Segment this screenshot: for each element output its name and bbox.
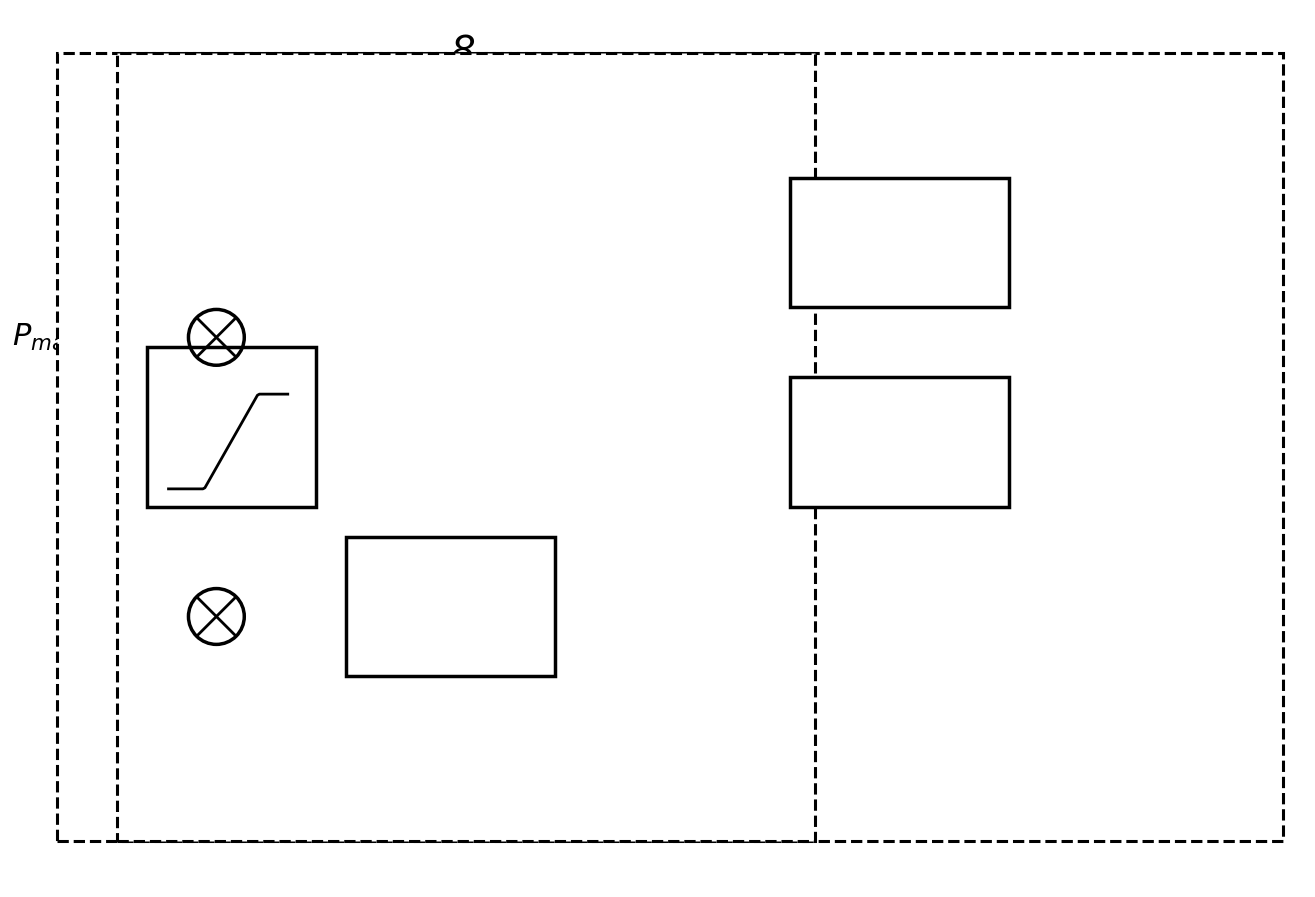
Text: $P_c$: $P_c$: [698, 426, 730, 457]
Text: $P_{max}$: $P_{max}$: [12, 322, 79, 353]
Text: $e$: $e$: [263, 629, 280, 652]
Text: $\Delta P$: $\Delta P$: [217, 124, 259, 152]
Text: −: −: [168, 639, 187, 658]
Text: 8A: 8A: [391, 509, 439, 544]
Text: 8: 8: [451, 34, 476, 73]
Text: 1A: 1A: [889, 226, 938, 259]
Bar: [346, 536, 555, 676]
Text: +: +: [175, 361, 195, 380]
Text: 8D: 8D: [435, 380, 487, 414]
Text: $Q$: $Q$: [869, 338, 894, 367]
Bar: [117, 53, 814, 840]
Text: $P_o$: $P_o$: [1064, 228, 1097, 259]
Bar: [789, 178, 1009, 308]
Text: +: +: [258, 573, 276, 594]
Text: 1: 1: [851, 307, 876, 344]
Text: +: +: [258, 293, 276, 313]
Bar: [789, 378, 1009, 507]
Bar: [146, 347, 316, 507]
Bar: [57, 53, 1283, 840]
